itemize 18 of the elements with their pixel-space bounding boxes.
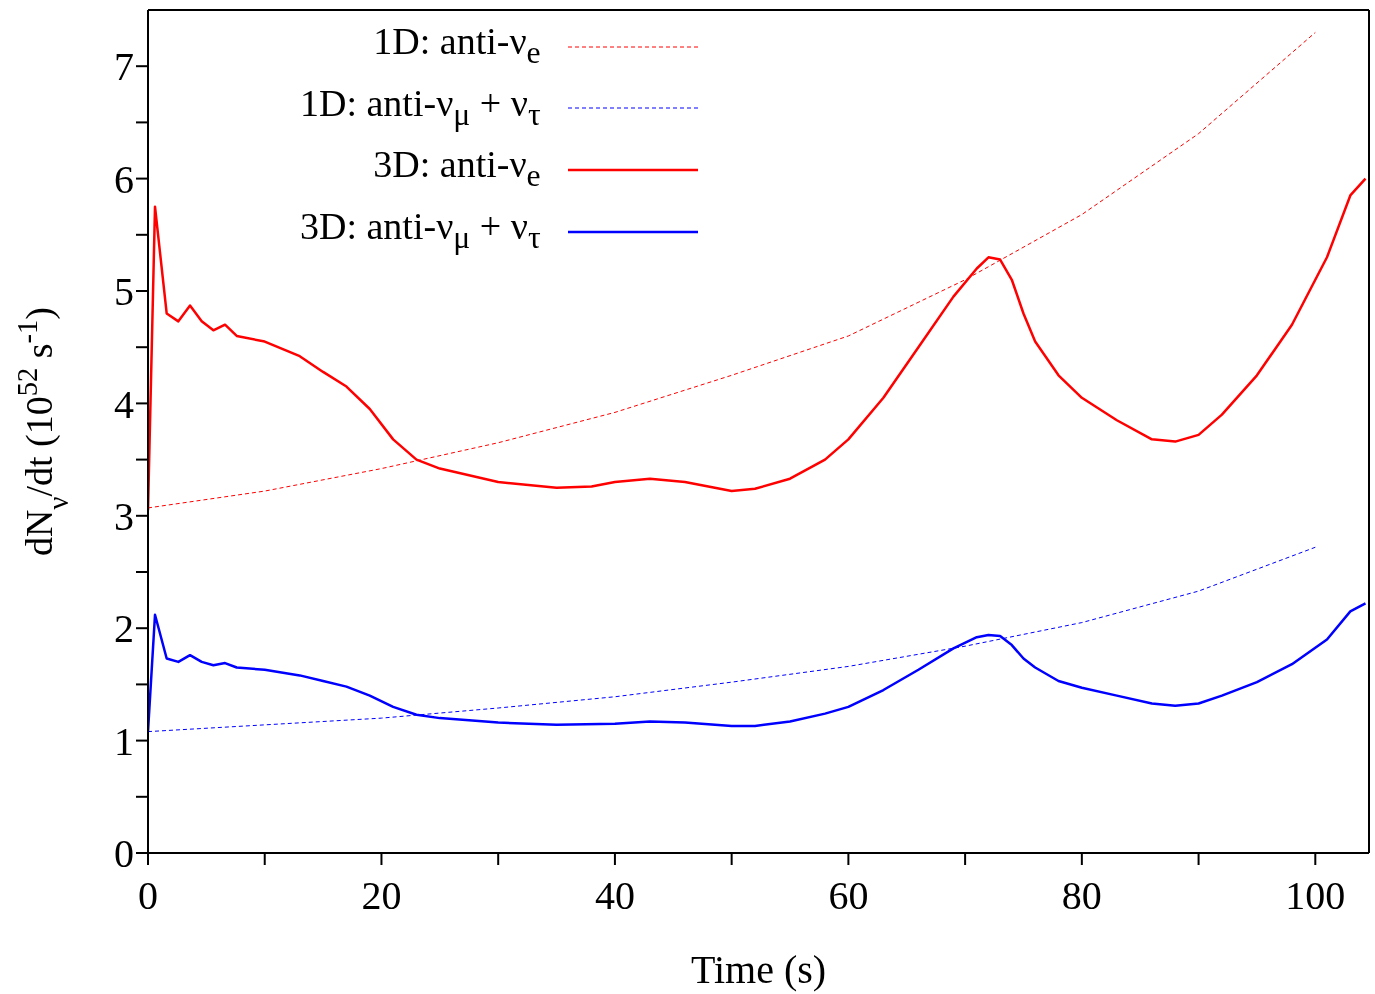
x-tick-label: 60 bbox=[828, 873, 869, 919]
x-tick-label: 20 bbox=[361, 873, 402, 919]
y-tick-label: 7 bbox=[114, 44, 134, 90]
y-tick-label: 0 bbox=[114, 831, 134, 877]
y-tick-label: 3 bbox=[114, 494, 134, 539]
legend-label: 1D: anti-ν$_{μ}$ + ν$_{τ}$ bbox=[300, 80, 541, 134]
y-tick-label: 2 bbox=[114, 606, 134, 652]
y-tick-label: 5 bbox=[114, 269, 134, 315]
y-tick-label: 4 bbox=[114, 381, 134, 427]
y-tick-label: 6 bbox=[114, 156, 134, 202]
x-tick-label: 100 bbox=[1285, 873, 1346, 919]
x-tick-label: 40 bbox=[594, 873, 635, 919]
legend-label: 3D: anti-ν$_{e}$ bbox=[373, 142, 541, 195]
legend-label: 3D: anti-ν$_{μ}$ + ν$_{τ}$ bbox=[300, 203, 541, 257]
y-tick-label: 1 bbox=[114, 718, 134, 764]
legend-label: 1D: anti-ν$_{e}$ bbox=[373, 19, 541, 72]
x-axis-title: Time (s) bbox=[690, 947, 827, 992]
x-tick-label: 80 bbox=[1061, 873, 1102, 919]
